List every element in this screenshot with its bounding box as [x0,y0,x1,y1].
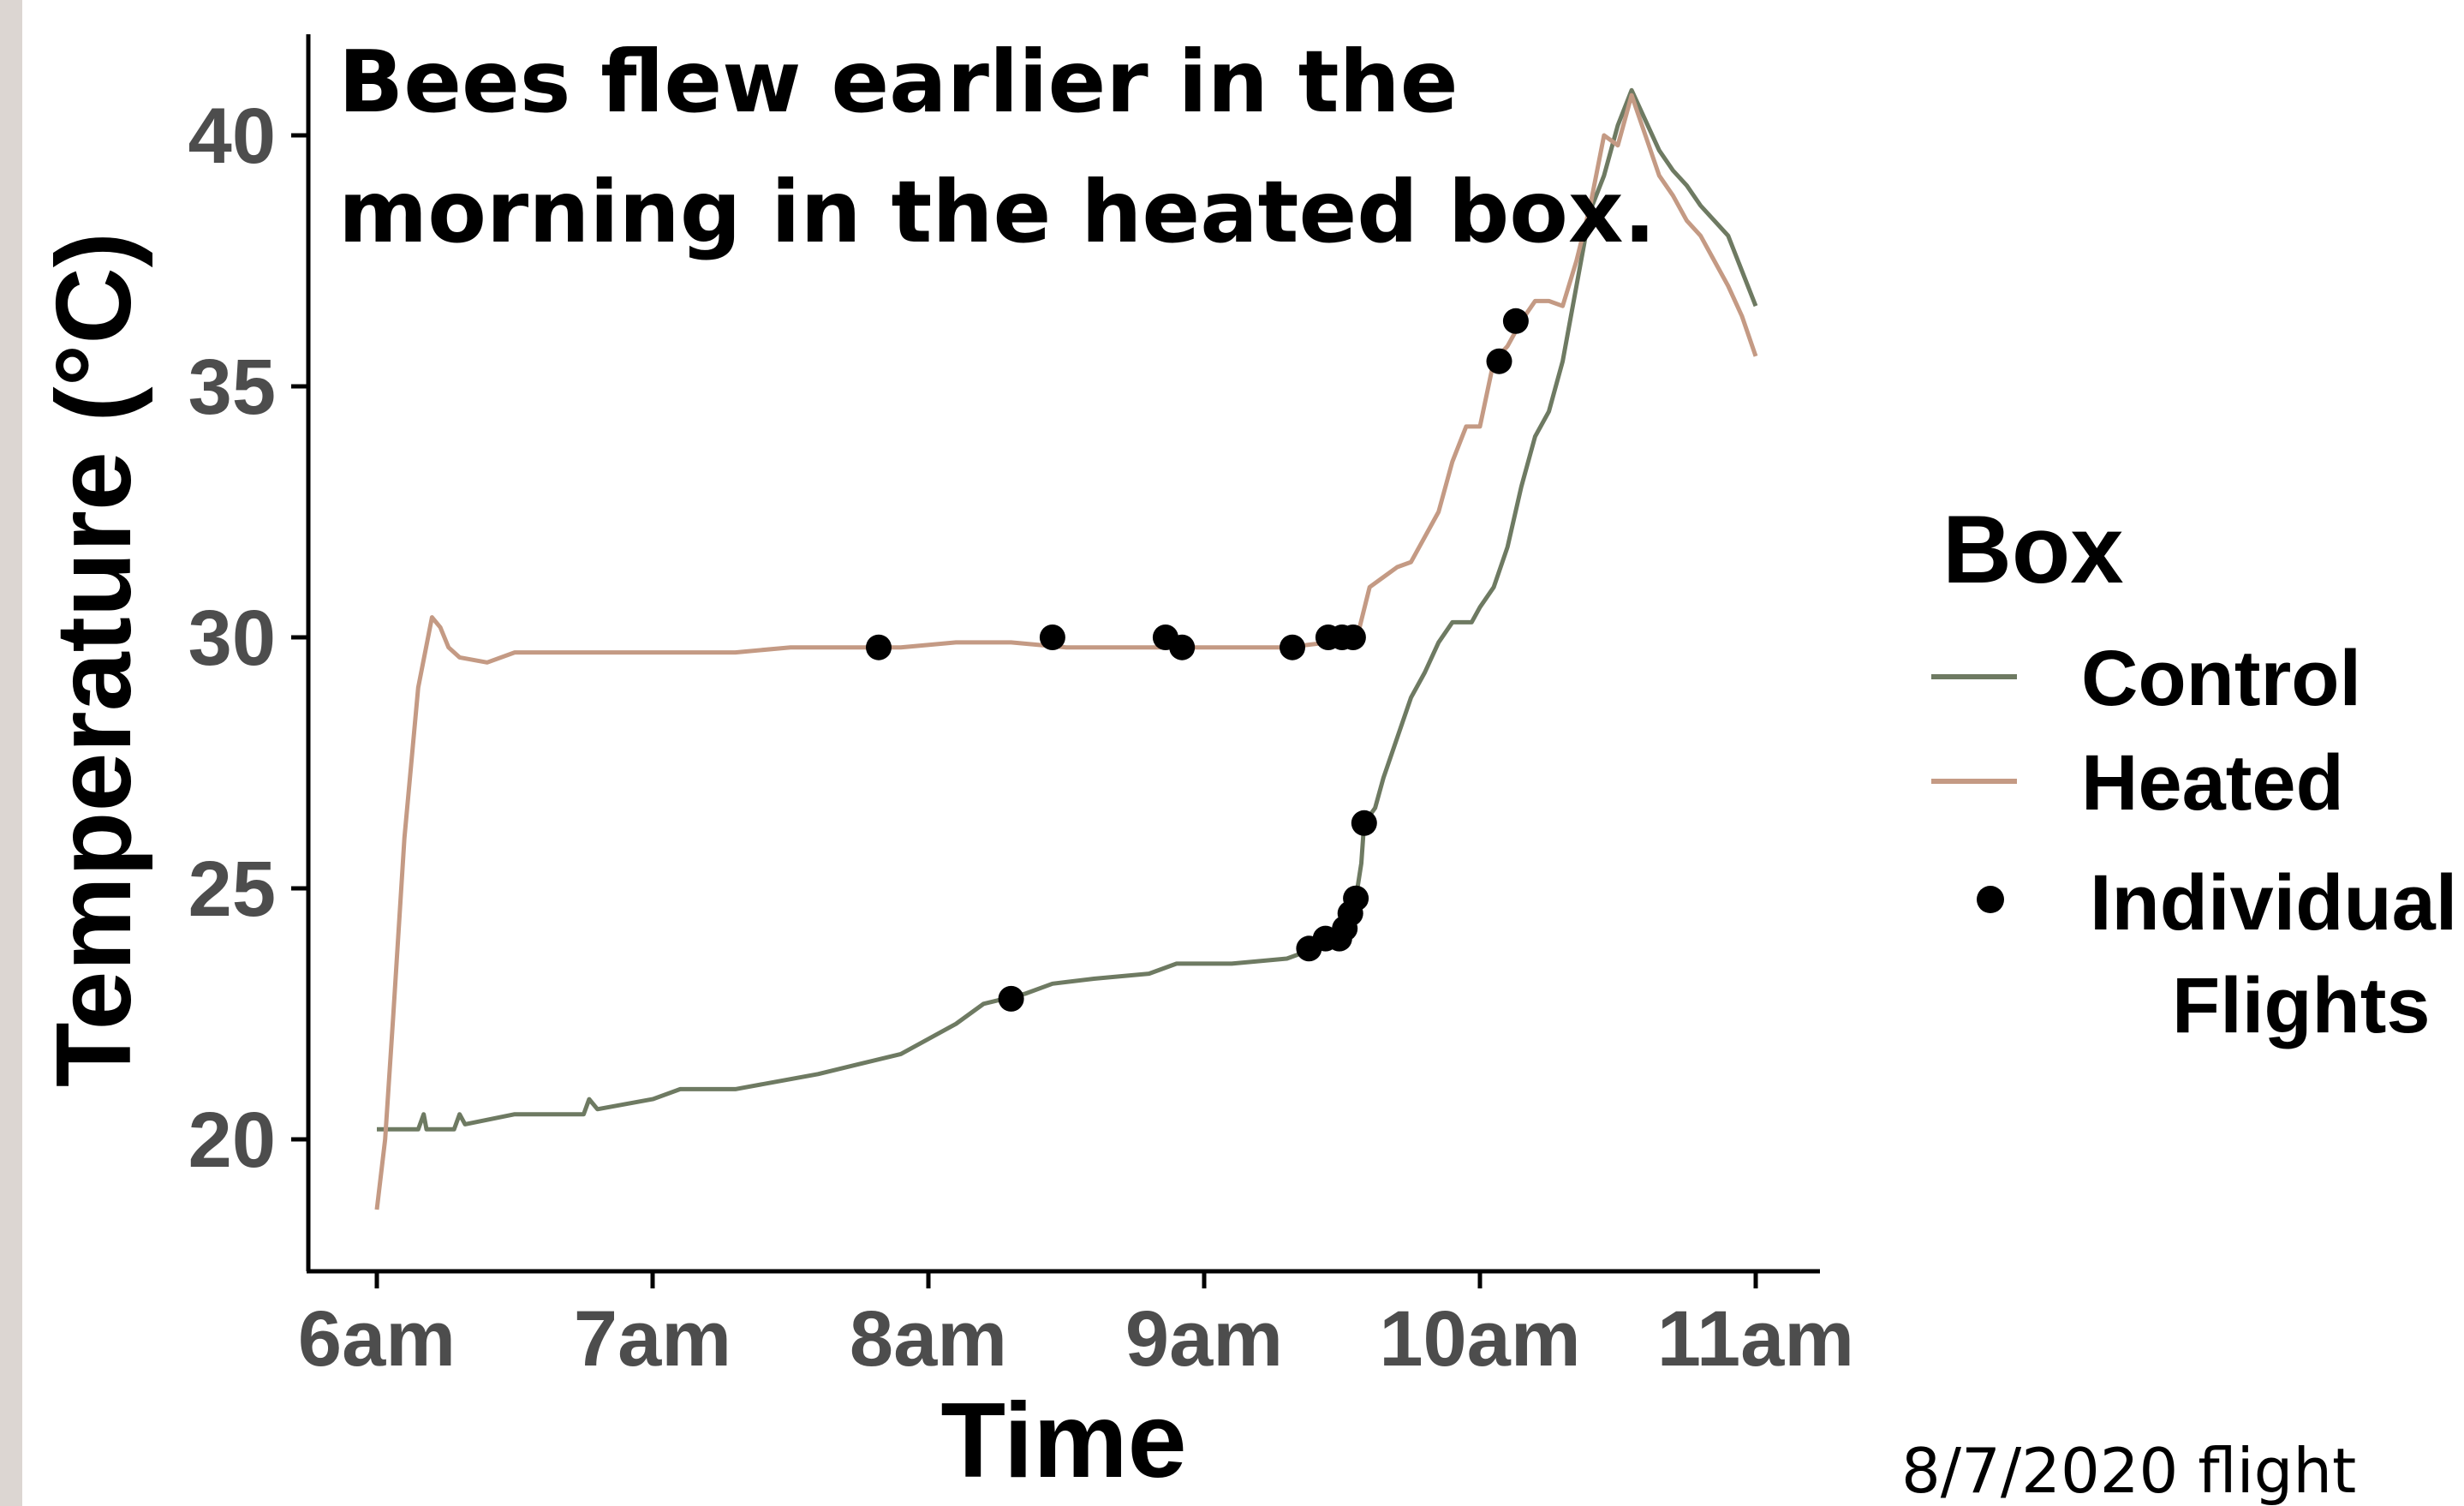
annotation-line-1: Bees flew earlier in the [338,32,1459,132]
series-line-heated [374,93,1758,1210]
y-axis-title: Temperature (°C) [35,232,153,1087]
footer-date-label: 8/7/2020 flight [1901,1435,2356,1506]
flight-point [998,985,1024,1012]
flight-point [1343,885,1369,911]
x-tick-label: 11am [1657,1295,1854,1383]
plot-points [866,308,1529,1012]
flight-point [1280,634,1305,660]
flight-point [866,634,892,660]
x-tick-label: 10am [1379,1295,1580,1383]
legend: Box Control Heated Individual Flights [1931,496,2457,1049]
flight-point [1502,308,1529,334]
x-tick-label: 8am [850,1295,1007,1383]
x-tick-label: 7am [574,1295,731,1383]
flight-point [1351,810,1377,836]
legend-label-heated: Heated [2081,739,2344,827]
y-tick-label: 30 [188,595,276,682]
legend-title: Box [1942,496,2124,603]
y-tick-label: 35 [188,344,276,431]
flight-point [1039,625,1065,650]
legend-label-control: Control [2081,635,2361,722]
legend-label-flights-line-1: Individual [2090,859,2457,947]
y-tick-label: 20 [188,1097,276,1184]
legend-key-flights [1977,886,2004,913]
x-tick-label: 6am [298,1295,456,1383]
x-ticks: 6am 7am 8am 9am 10am 11am [298,1271,1854,1383]
x-tick-label: 9am [1125,1295,1283,1383]
legend-label-flights-line-2: Flights [2172,962,2431,1049]
y-ticks: 20 25 30 35 40 [188,93,308,1184]
y-tick-label: 25 [188,846,276,933]
x-axis-title: Time [940,1382,1186,1500]
y-tick-label: 40 [188,93,276,180]
flight-point [1169,634,1196,660]
left-edge-strip [0,0,22,1506]
flight-point [1339,625,1366,650]
annotation-line-2: morning in the heated box. [338,162,1656,262]
flight-point [1486,348,1512,374]
